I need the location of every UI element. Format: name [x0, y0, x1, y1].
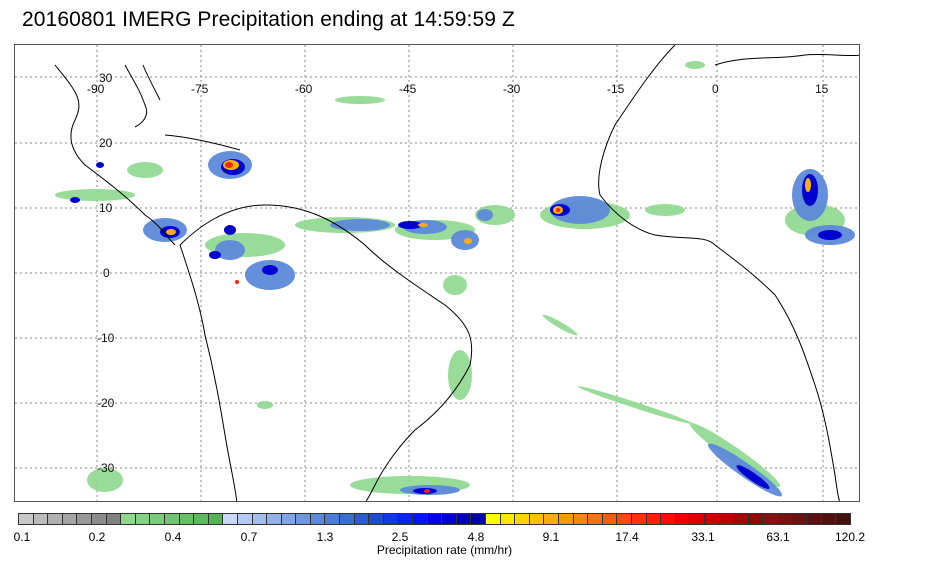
- colorbar-tick: 17.4: [615, 530, 639, 544]
- precip-light: [55, 61, 845, 494]
- colorbar-cell: [486, 514, 501, 524]
- colorbar-cell: [19, 514, 34, 524]
- lat-label: 30: [99, 71, 113, 85]
- colorbar-cell: [208, 514, 224, 524]
- colorbar-tick: 9.1: [542, 530, 560, 544]
- colorbar-cell: [194, 514, 209, 524]
- colorbar-cell: [529, 514, 545, 524]
- colorbar-cell: [515, 514, 530, 524]
- colorbar-cell: [602, 514, 618, 524]
- colorbar-cell: [427, 514, 443, 524]
- colorbar-cell: [398, 514, 414, 524]
- colorbar-tick: 2.5: [391, 530, 409, 544]
- colorbar-tick: 1.3: [316, 530, 334, 544]
- colorbar-cell: [413, 514, 428, 524]
- colorbar-cell: [617, 514, 632, 524]
- colorbar-cell: [588, 514, 603, 524]
- colorbar-cell: [369, 514, 384, 524]
- colorbar-cell: [734, 514, 749, 524]
- colorbar-cell: [558, 514, 574, 524]
- map-title: 20160801 IMERG Precipitation ending at 1…: [22, 8, 515, 31]
- colorbar-cell: [646, 514, 662, 524]
- colorbar-cell: [77, 514, 92, 524]
- coastlines: [54, 45, 859, 501]
- colorbar-cell: [748, 514, 764, 524]
- colorbar-cell: [252, 514, 268, 524]
- colorbar-cell: [821, 514, 837, 524]
- colorbar-cell: [91, 514, 107, 524]
- colorbar-tick: 33.1: [691, 530, 715, 544]
- colorbar-tick-labels: 0.1 0.2 0.4 0.7 1.3 2.5 4.8 9.1 17.4 33.…: [0, 530, 944, 544]
- precip-intense: [166, 160, 811, 244]
- lat-label: 10: [99, 201, 113, 215]
- colorbar-label: Precipitation rate (mm/hr): [376, 543, 513, 557]
- colorbar-cell: [807, 514, 822, 524]
- lon-label: 15: [815, 82, 829, 96]
- precip-moderate: [143, 151, 855, 497]
- colorbar-cell: [223, 514, 238, 524]
- colorbar-cell: [62, 514, 78, 524]
- colorbar-cell: [135, 514, 151, 524]
- lat-label: -20: [97, 396, 115, 410]
- colorbar-tick: 0.7: [240, 530, 258, 544]
- graticule: [15, 45, 859, 501]
- colorbar-cell: [544, 514, 559, 524]
- colorbar-cell: [354, 514, 370, 524]
- colorbar-cell: [573, 514, 589, 524]
- colorbar-cell: [48, 514, 63, 524]
- lon-label: -75: [191, 82, 209, 96]
- colorbar-cell: [675, 514, 691, 524]
- colorbar-cell: [704, 514, 720, 524]
- colorbar-cell: [456, 514, 472, 524]
- precip-extreme: [225, 162, 560, 493]
- colorbar-cell: [777, 514, 793, 524]
- colorbar-tick: 0.1: [13, 530, 31, 544]
- colorbar-cell: [281, 514, 297, 524]
- colorbar-cell: [690, 514, 705, 524]
- colorbar-cell: [267, 514, 282, 524]
- colorbar-cell: [471, 514, 486, 524]
- colorbar-cell: [661, 514, 676, 524]
- colorbar-cell: [310, 514, 326, 524]
- lat-label: 20: [99, 136, 113, 150]
- colorbar-tick: 120.2: [834, 530, 866, 544]
- colorbar-cell: [383, 514, 399, 524]
- lon-label: -45: [399, 82, 417, 96]
- colorbar-cell: [296, 514, 311, 524]
- colorbar-cell: [836, 514, 850, 524]
- colorbar-cell: [442, 514, 457, 524]
- map-canvas: -90 -75 -60 -45 -30 -15 0 15 30 20 10 0 …: [15, 45, 859, 501]
- colorbar-cell: [237, 514, 253, 524]
- colorbar-cell: [164, 514, 180, 524]
- colorbar-cell: [340, 514, 355, 524]
- colorbar-cell: [33, 514, 49, 524]
- lon-label: -30: [503, 82, 521, 96]
- colorbar-cell: [763, 514, 778, 524]
- lat-label: 0: [103, 266, 110, 280]
- colorbar-cell: [106, 514, 122, 524]
- lon-label: -90: [87, 82, 105, 96]
- colorbar-cell: [325, 514, 341, 524]
- lat-label: -10: [97, 331, 115, 345]
- colorbar-cell: [500, 514, 516, 524]
- colorbar-tick: 63.1: [766, 530, 790, 544]
- colorbar-cell: [121, 514, 136, 524]
- colorbar-tick: 0.4: [164, 530, 182, 544]
- lon-label: -15: [607, 82, 625, 96]
- colorbar: [18, 513, 851, 525]
- lat-label: -30: [97, 461, 115, 475]
- lon-label: -60: [295, 82, 313, 96]
- colorbar-cell: [150, 514, 165, 524]
- lon-labels: -90 -75 -60 -45 -30 -15 0 15: [87, 82, 829, 96]
- lat-labels: 30 20 10 0 -10 -20 -30: [97, 71, 115, 475]
- colorbar-cell: [792, 514, 808, 524]
- lon-label: 0: [712, 82, 719, 96]
- colorbar-cell: [631, 514, 647, 524]
- colorbar-cell: [719, 514, 735, 524]
- colorbar-tick: 0.2: [88, 530, 106, 544]
- colorbar-cell: [179, 514, 195, 524]
- map-panel[interactable]: -90 -75 -60 -45 -30 -15 0 15 30 20 10 0 …: [14, 44, 860, 502]
- colorbar-tick: 4.8: [467, 530, 485, 544]
